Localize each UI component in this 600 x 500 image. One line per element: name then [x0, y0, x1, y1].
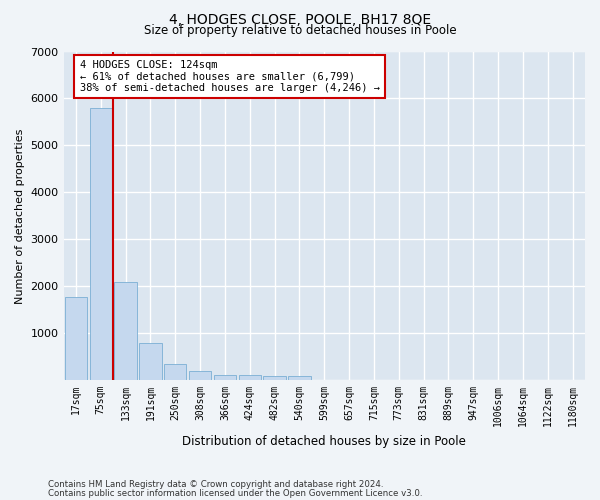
Bar	[65, 296, 87, 380]
Text: Size of property relative to detached houses in Poole: Size of property relative to detached ho…	[143, 24, 457, 37]
Bar	[214, 374, 236, 380]
Bar	[164, 364, 187, 380]
X-axis label: Distribution of detached houses by size in Poole: Distribution of detached houses by size …	[182, 434, 466, 448]
Bar	[139, 342, 161, 380]
Bar	[189, 371, 211, 380]
Y-axis label: Number of detached properties: Number of detached properties	[15, 128, 25, 304]
Text: 4 HODGES CLOSE: 124sqm
← 61% of detached houses are smaller (6,799)
38% of semi-: 4 HODGES CLOSE: 124sqm ← 61% of detached…	[80, 60, 380, 93]
Bar	[288, 376, 311, 380]
Bar	[115, 282, 137, 380]
Text: 4, HODGES CLOSE, POOLE, BH17 8QE: 4, HODGES CLOSE, POOLE, BH17 8QE	[169, 12, 431, 26]
Bar	[89, 108, 112, 380]
Bar	[239, 376, 261, 380]
Bar	[263, 376, 286, 380]
Text: Contains HM Land Registry data © Crown copyright and database right 2024.: Contains HM Land Registry data © Crown c…	[48, 480, 383, 489]
Text: Contains public sector information licensed under the Open Government Licence v3: Contains public sector information licen…	[48, 488, 422, 498]
